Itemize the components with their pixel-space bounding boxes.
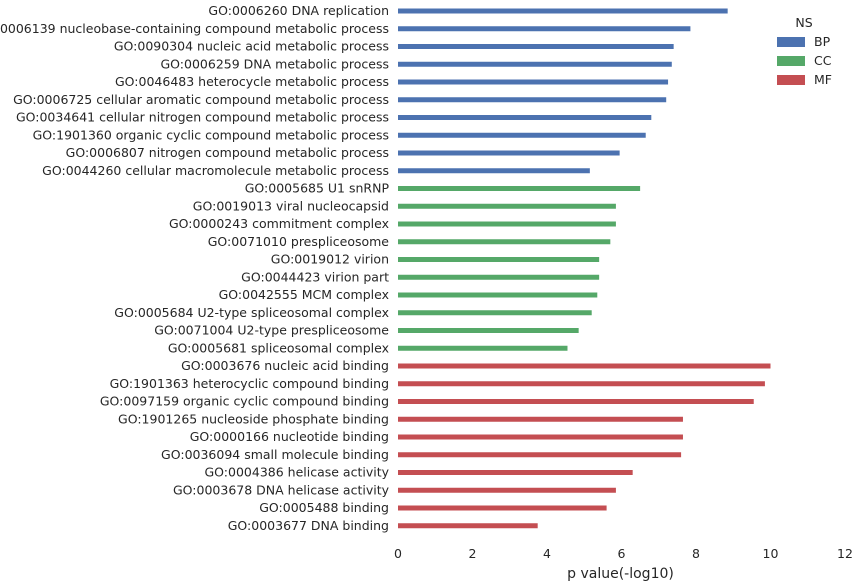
category-label: GO:1901265 nucleoside phosphate binding — [118, 411, 389, 426]
bar-cc — [398, 292, 598, 298]
bar-mf — [398, 363, 771, 369]
category-label: GO:0042555 MCM complex — [219, 287, 389, 302]
bar-mf — [398, 523, 538, 529]
legend-swatch-mf — [777, 75, 805, 85]
category-label: GO:1901363 heterocyclic compound binding — [110, 376, 389, 391]
bar-mf — [398, 434, 683, 440]
legend-title: NS — [795, 15, 812, 30]
category-label: GO:0046483 heterocycle metabolic process — [115, 74, 389, 89]
category-label: GO:0019012 virion — [271, 252, 389, 267]
bar-mf — [398, 416, 683, 422]
category-label: GO:0090304 nucleic acid metabolic proces… — [114, 39, 389, 54]
category-label: GO:0071004 U2-type prespliceosome — [154, 323, 389, 338]
bar-mf — [398, 505, 607, 511]
x-tick-label: 4 — [543, 546, 551, 561]
legend-swatch-cc — [777, 56, 805, 66]
category-label: GO:0044423 virion part — [241, 269, 389, 284]
legend-label-cc: CC — [814, 53, 832, 68]
bar-cc — [398, 328, 579, 333]
bar-bp — [398, 150, 620, 156]
category-labels: GO:0006260 DNA replication GO:0006139 nuc… — [0, 3, 390, 533]
category-label: GO:0006139 nucleobase-containing compoun… — [0, 21, 389, 36]
category-label: GO:0097159 organic cyclic compound bindi… — [100, 394, 389, 409]
category-label: GO:0019013 viral nucleocapsid — [193, 198, 389, 213]
bar-bp — [398, 115, 652, 120]
bar-cc — [398, 221, 616, 227]
bar-cc — [398, 203, 616, 209]
category-label: GO:0000166 nucleotide binding — [190, 429, 389, 444]
bar-bp — [398, 61, 672, 67]
x-tick-label: 0 — [394, 546, 402, 561]
bar-cc — [398, 239, 611, 245]
bar-cc — [398, 186, 641, 191]
category-label: GO:0003678 DNA helicase activity — [173, 482, 390, 497]
bar-bp — [398, 132, 646, 138]
category-label: GO:0071010 prespliceosome — [208, 234, 390, 249]
bar-bp — [398, 44, 674, 49]
bar-mf — [398, 487, 616, 493]
bar-bp — [398, 97, 667, 103]
x-tick-label: 12 — [837, 546, 853, 561]
bar-bp — [398, 168, 590, 174]
category-label: GO:0006260 DNA replication — [208, 3, 389, 18]
category-label: GO:0004386 helicase activity — [204, 465, 389, 480]
category-label: GO:0005488 binding — [259, 500, 389, 515]
x-tick-label: 6 — [618, 546, 626, 561]
category-label: GO:0006259 DNA metabolic process — [161, 56, 390, 71]
bar-cc — [398, 345, 568, 351]
bar-mf — [398, 399, 754, 404]
x-tick-label: 10 — [763, 546, 779, 561]
category-label: GO:1901360 organic cyclic compound metab… — [33, 127, 389, 142]
x-axis-title: p value(-log10) — [567, 566, 674, 582]
legend-label-mf: MF — [814, 72, 832, 87]
x-axis-ticks: 0 2 4 6 8 10 12 — [394, 546, 853, 561]
x-tick-label: 8 — [692, 546, 700, 561]
bar-cc — [398, 274, 600, 280]
category-label: GO:0003676 nucleic acid binding — [181, 358, 389, 373]
bar-bp — [398, 79, 669, 85]
bar-bp — [398, 8, 728, 14]
bar-mf — [398, 381, 765, 387]
category-label: GO:0005681 spliceosomal complex — [168, 340, 389, 355]
bar-bp — [398, 26, 691, 32]
category-label: GO:0036094 small molecule binding — [161, 447, 389, 462]
category-label: GO:0005684 U2-type spliceosomal complex — [114, 305, 389, 320]
category-label: GO:0034641 cellular nitrogen compound me… — [16, 110, 389, 125]
legend-label-bp: BP — [814, 34, 831, 49]
category-label: GO:0044260 cellular macromolecule metabo… — [42, 163, 389, 178]
bar-cc — [398, 310, 592, 316]
category-label: GO:0005685 U1 snRNP — [245, 181, 390, 196]
legend-entries: BP CC MF — [777, 34, 832, 87]
bar-mf — [398, 470, 633, 475]
bars — [398, 8, 771, 529]
bar-mf — [398, 452, 682, 458]
legend: NS BP CC MF — [777, 15, 832, 87]
legend-swatch-bp — [777, 37, 805, 47]
category-label: GO:0006725 cellular aromatic compound me… — [13, 92, 389, 107]
x-tick-label: 2 — [469, 546, 477, 561]
bar-cc — [398, 257, 600, 262]
category-label: GO:0000243 commitment complex — [169, 216, 389, 231]
category-label: GO:0003677 DNA binding — [228, 518, 389, 533]
category-label: GO:0006807 nitrogen compound metabolic p… — [66, 145, 389, 160]
